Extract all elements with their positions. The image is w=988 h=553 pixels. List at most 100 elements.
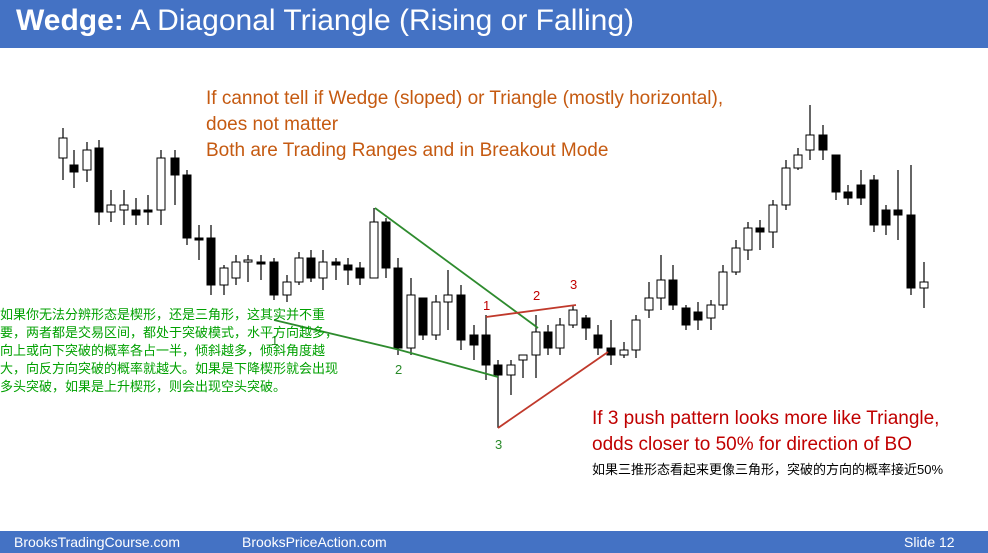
candle-body <box>69 164 79 173</box>
orange-note-line-1: If cannot tell if Wedge (sloped) or Tria… <box>206 88 724 109</box>
candle-body <box>805 134 815 151</box>
wedge-lower-line-b <box>399 349 499 378</box>
candle-body <box>593 334 603 349</box>
candle-body <box>243 259 253 263</box>
slide-title: Wedge: A Diagonal Triangle (Rising or Fa… <box>16 4 634 38</box>
candle-body <box>506 364 516 376</box>
candle-body <box>406 294 416 349</box>
candle-body <box>182 174 192 239</box>
candle-body <box>219 267 229 286</box>
candle-body <box>481 334 491 366</box>
candle-body <box>818 134 828 151</box>
slide-number: Slide 12 <box>904 534 955 550</box>
candle-body <box>418 297 428 336</box>
candle-body <box>555 324 565 349</box>
candle-body <box>431 301 441 336</box>
red-note-line-2: odds closer to 50% for direction of BO <box>592 434 912 455</box>
candle-body <box>306 257 316 279</box>
slide-header: Wedge: A Diagonal Triangle (Rising or Fa… <box>0 0 988 48</box>
candle-body <box>269 261 279 296</box>
orange-note-line-3: Both are Trading Ranges and in Breakout … <box>206 140 609 161</box>
candle-body <box>170 157 180 176</box>
triangle-label-2: 2 <box>533 288 540 303</box>
candle-body <box>94 147 104 213</box>
candle-body <box>119 204 129 211</box>
footer-link-mid[interactable]: BrooksPriceAction.com <box>242 534 387 550</box>
triangle-label-1: 1 <box>483 298 490 313</box>
title-bold: Wedge: <box>16 4 124 37</box>
candle-body <box>82 149 92 171</box>
candle-body <box>106 204 116 213</box>
candle-body <box>469 334 479 346</box>
candle-body <box>456 294 466 341</box>
candle-body <box>568 309 578 326</box>
orange-note-line-2: does not matter <box>206 114 339 135</box>
candle-body <box>793 154 803 169</box>
candle-body <box>493 364 503 376</box>
wedge-lower-line-a <box>273 319 401 351</box>
wedge-label-3: 3 <box>495 437 502 452</box>
footer-link-left[interactable]: BrooksTradingCourse.com <box>14 534 180 550</box>
wedge-label-1: 1 <box>271 333 278 348</box>
candle-body <box>531 331 541 356</box>
candle-body <box>355 267 365 279</box>
candle-body <box>881 209 891 226</box>
candle-body <box>318 261 328 279</box>
candle-body <box>656 279 666 299</box>
candle-body <box>294 257 304 283</box>
candle-body <box>282 281 292 296</box>
candle-body <box>343 264 353 271</box>
candle-body <box>919 281 929 289</box>
candlestick-series <box>58 105 929 428</box>
candle-body <box>755 227 765 233</box>
black-chinese-note: 如果三推形态看起来更像三角形，突破的方向的概率接近50% <box>592 462 944 477</box>
candle-body <box>131 209 141 216</box>
candle-body <box>693 311 703 321</box>
candle-body <box>256 261 266 265</box>
candle-body <box>369 221 379 279</box>
wedge-label-2: 2 <box>395 362 402 377</box>
candle-body <box>606 347 616 356</box>
candle-body <box>231 261 241 279</box>
candle-body <box>731 247 741 273</box>
candle-body <box>206 237 216 286</box>
candle-body <box>843 191 853 199</box>
candle-body <box>856 184 866 199</box>
candle-body <box>58 137 68 159</box>
triangle-upper-line <box>485 304 577 318</box>
candle-body <box>768 204 778 233</box>
candle-body <box>443 294 453 303</box>
candle-body <box>743 227 753 251</box>
candle-body <box>718 271 728 306</box>
candle-body <box>518 354 528 361</box>
green-chinese-note: 如果你无法分辨形态是楔形，还是三角形，这其实并不重要，两者都是交易区间，都处于突… <box>0 307 339 394</box>
candle-body <box>644 297 654 311</box>
orange-note: If cannot tell if Wedge (sloped) or Tria… <box>206 86 723 164</box>
candle-body <box>393 267 403 349</box>
candle-body <box>381 221 391 269</box>
wedge-upper-line <box>374 207 539 329</box>
red-note-line-1: If 3 push pattern looks more like Triang… <box>592 408 940 429</box>
triangle-lower-line <box>497 351 609 429</box>
triangle-label-3: 3 <box>570 277 577 292</box>
candle-body <box>893 209 903 216</box>
slide-footer: BrooksTradingCourse.com BrooksPriceActio… <box>0 531 988 553</box>
candle-body <box>143 209 153 213</box>
candle-body <box>543 331 553 349</box>
candle-body <box>869 179 879 226</box>
candle-body <box>831 154 841 193</box>
candle-body <box>331 261 341 266</box>
candle-body <box>156 157 166 211</box>
candle-body <box>706 304 716 319</box>
title-rest: A Diagonal Triangle (Rising or Falling) <box>123 4 635 37</box>
candle-body <box>668 279 678 306</box>
candle-body <box>194 237 204 241</box>
candle-body <box>906 214 916 289</box>
candle-body <box>631 319 641 351</box>
candle-body <box>681 307 691 326</box>
candle-body <box>619 349 629 356</box>
candle-body <box>781 167 791 206</box>
candle-body <box>581 317 591 329</box>
red-note: If 3 push pattern looks more like Triang… <box>592 406 939 458</box>
